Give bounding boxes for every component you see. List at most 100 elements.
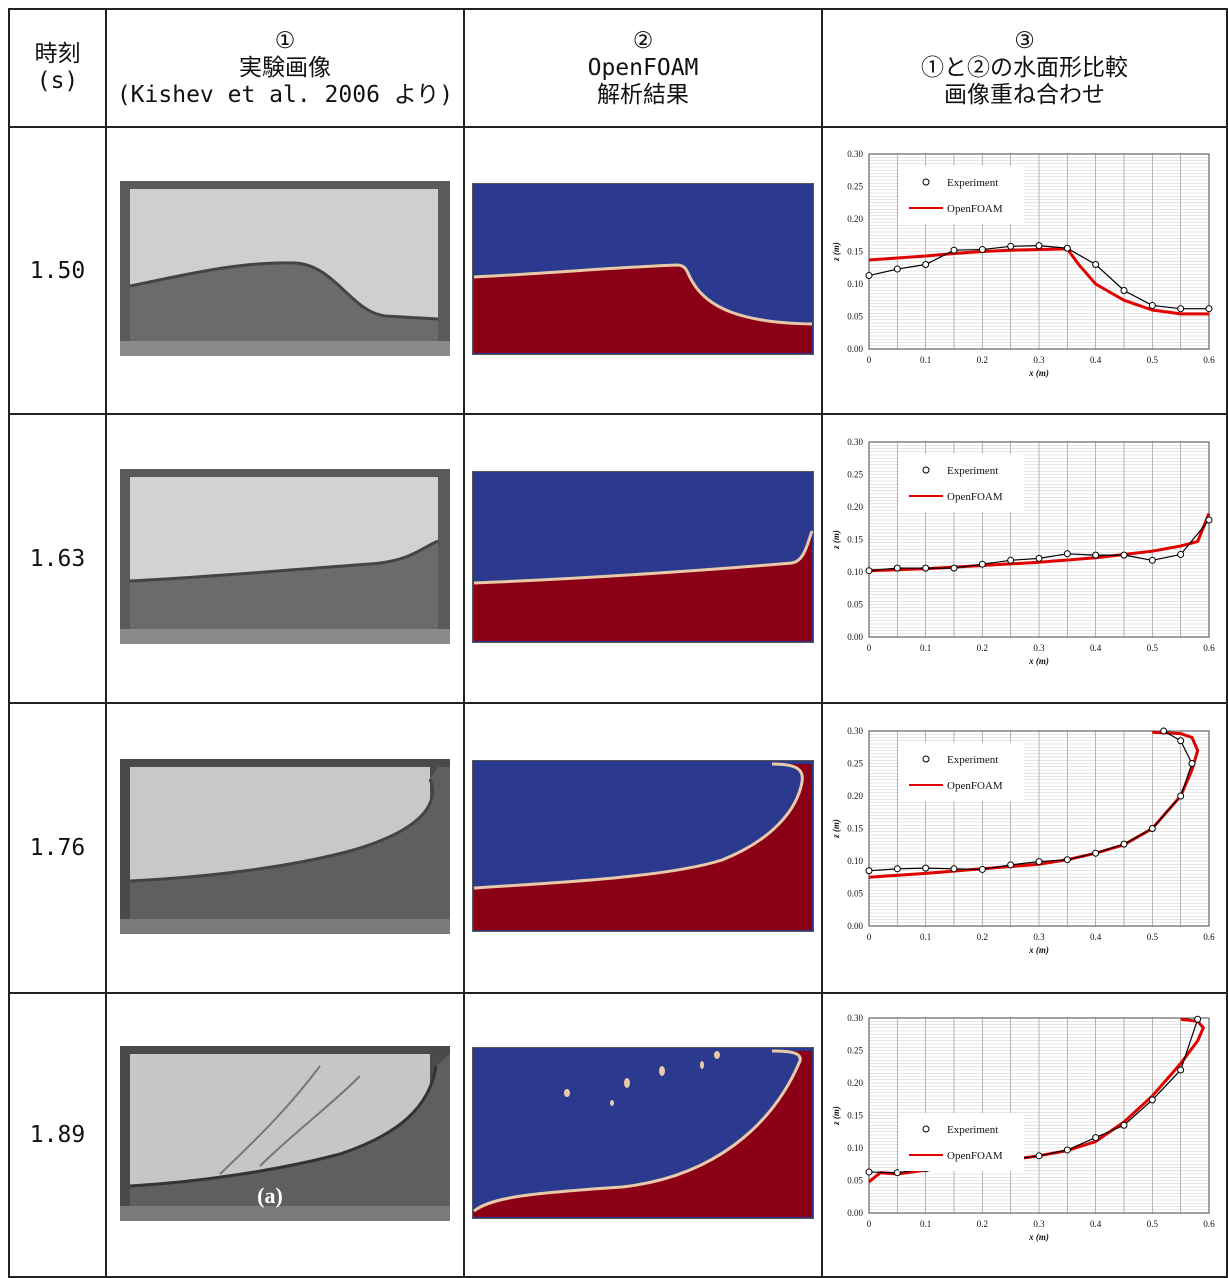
- y-tick-label: 0.10: [847, 856, 863, 866]
- legend-experiment-label: Experiment: [947, 754, 998, 766]
- x-tick-label: 0.3: [1033, 355, 1045, 365]
- x-tick-label: 0.4: [1090, 643, 1102, 653]
- x-tick-label: 0: [867, 355, 872, 365]
- openfoam-result-cell: [463, 992, 823, 1278]
- time-cell: 1.76: [8, 702, 107, 994]
- y-tick-label: 0.05: [847, 1176, 863, 1186]
- experiment-data-point: [1120, 840, 1128, 848]
- header-row: 時刻 (s) ① 実験画像 (Kishev et al. 2006 より) ② …: [8, 8, 1228, 128]
- header-col2-title: OpenFOAM: [587, 54, 699, 81]
- x-tick-label: 0.2: [977, 355, 988, 365]
- legend-box: [899, 165, 1024, 224]
- header-col2-number: ②: [632, 27, 654, 54]
- experiment-data-point: [1007, 861, 1015, 869]
- legend-experiment-label: Experiment: [947, 1124, 998, 1136]
- experiment-data-point: [1120, 551, 1128, 559]
- plot-area: [868, 730, 1210, 927]
- y-tick-label: 0.10: [847, 1143, 863, 1153]
- y-axis-label: z (m): [831, 530, 841, 550]
- y-tick-label: 0.15: [847, 824, 863, 834]
- time-cell: 1.89: [8, 992, 107, 1278]
- header-col1-source: (Kishev et al. 2006 より): [116, 81, 454, 108]
- experiment-data-point: [978, 245, 986, 253]
- header-experiment: ① 実験画像 (Kishev et al. 2006 より): [105, 8, 465, 128]
- experiment-data-point: [1063, 549, 1071, 557]
- experiment-data-point: [922, 260, 930, 268]
- y-tick-label: 0.15: [847, 1111, 863, 1121]
- comparison-chart-cell: 0 0.1 0.2 0.3 0.4 0.5 0.6 0.00 0.05 0.10 0.15 0.20 0…: [821, 413, 1228, 704]
- x-tick-label: 0.5: [1147, 1219, 1159, 1229]
- x-tick-label: 0.6: [1203, 1219, 1215, 1229]
- experiment-data-point: [1148, 556, 1156, 564]
- time-cell: 1.63: [8, 413, 107, 704]
- y-tick-label: 0.10: [847, 279, 863, 289]
- experiment-photo-cell: (a): [105, 992, 465, 1278]
- legend-openfoam-label: OpenFOAM: [947, 491, 1003, 503]
- experiment-photo: (a): [120, 1045, 450, 1221]
- x-tick-label: 0.1: [920, 1219, 931, 1229]
- experiment-data-point: [978, 560, 986, 568]
- experiment-data-point: [922, 564, 930, 572]
- legend-openfoam-label: OpenFOAM: [947, 780, 1003, 792]
- experiment-data-point: [1063, 244, 1071, 252]
- plot-area: [868, 1017, 1210, 1214]
- experiment-data-point: [978, 865, 986, 873]
- header-comparison: ③ ①と②の水面形比較 画像重ね合わせ: [821, 8, 1228, 128]
- comparison-table: 時刻 (s) ① 実験画像 (Kishev et al. 2006 より) ② …: [8, 8, 1228, 1278]
- openfoam-result-cell: [463, 702, 823, 994]
- y-tick-label: 0.30: [847, 149, 863, 159]
- experiment-data-point: [1148, 1096, 1156, 1104]
- legend-box: [899, 743, 1024, 801]
- y-tick-label: 0.20: [847, 1078, 863, 1088]
- experiment-data-point: [1092, 1134, 1100, 1142]
- experiment-data-point: [1148, 301, 1156, 309]
- openfoam-result-image: [471, 1046, 815, 1220]
- x-tick-label: 0.3: [1033, 932, 1045, 942]
- header-col1-title: 実験画像: [239, 54, 331, 81]
- x-tick-label: 0.1: [920, 932, 931, 942]
- openfoam-result-image: [471, 759, 815, 933]
- y-tick-label: 0.30: [847, 437, 863, 447]
- openfoam-series-line: [868, 1017, 1206, 1183]
- legend-experiment-marker: [922, 466, 930, 473]
- comparison-chart-cell: 0 0.1 0.2 0.3 0.4 0.5 0.6 0.00 0.05 0.10 0.15 0.20 0…: [821, 702, 1228, 994]
- openfoam-result-cell: [463, 126, 823, 415]
- experiment-photo: [120, 181, 450, 356]
- comparison-chart: 0 0.1 0.2 0.3 0.4 0.5 0.6 0.00 0.05 0.10 0.15 0.20 0…: [831, 726, 1215, 955]
- experiment-data-point: [865, 867, 873, 875]
- legend-box: [899, 1113, 1024, 1171]
- row-4: 1.89 (a): [8, 992, 1228, 1278]
- y-tick-label: 0.25: [847, 1046, 863, 1056]
- x-axis-label: x (m): [1028, 945, 1049, 955]
- experiment-data-point: [1092, 849, 1100, 857]
- experiment-data-point: [1035, 554, 1043, 562]
- x-axis-label: x (m): [1028, 656, 1049, 666]
- legend-openfoam-label: OpenFOAM: [947, 203, 1003, 215]
- y-tick-label: 0.15: [847, 246, 863, 256]
- header-col2-subtitle: 解析結果: [597, 81, 689, 108]
- experiment-data-point: [1063, 856, 1071, 864]
- x-tick-label: 0.4: [1090, 355, 1102, 365]
- y-tick-label: 0.00: [847, 344, 863, 354]
- experiment-data-point: [1194, 1015, 1202, 1023]
- y-tick-label: 0.00: [847, 1208, 863, 1218]
- x-tick-label: 0.2: [977, 932, 988, 942]
- experiment-data-point: [1120, 286, 1128, 294]
- x-tick-label: 0: [867, 932, 872, 942]
- experiment-data-point: [1148, 825, 1156, 832]
- experiment-data-point: [1063, 1146, 1071, 1154]
- experiment-data-point: [865, 271, 873, 279]
- experiment-photo-cell: [105, 702, 465, 994]
- experiment-data-point: [1007, 556, 1015, 564]
- openfoam-result-image: [471, 469, 815, 644]
- x-axis-label: x (m): [1028, 368, 1049, 378]
- experiment-photo: [120, 469, 450, 644]
- experiment-data-point: [1092, 260, 1100, 268]
- experiment-data-point: [1177, 792, 1185, 800]
- experiment-data-point: [1177, 550, 1185, 558]
- x-tick-label: 0.5: [1147, 932, 1159, 942]
- experiment-data-point: [950, 865, 958, 873]
- y-axis-label: z (m): [831, 819, 841, 839]
- y-tick-label: 0.05: [847, 311, 863, 321]
- openfoam-result-cell: [463, 413, 823, 704]
